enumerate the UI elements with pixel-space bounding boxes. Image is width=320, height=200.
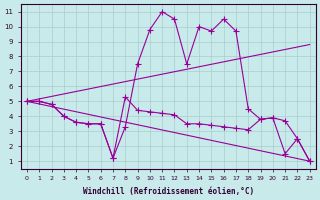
X-axis label: Windchill (Refroidissement éolien,°C): Windchill (Refroidissement éolien,°C): [83, 187, 254, 196]
